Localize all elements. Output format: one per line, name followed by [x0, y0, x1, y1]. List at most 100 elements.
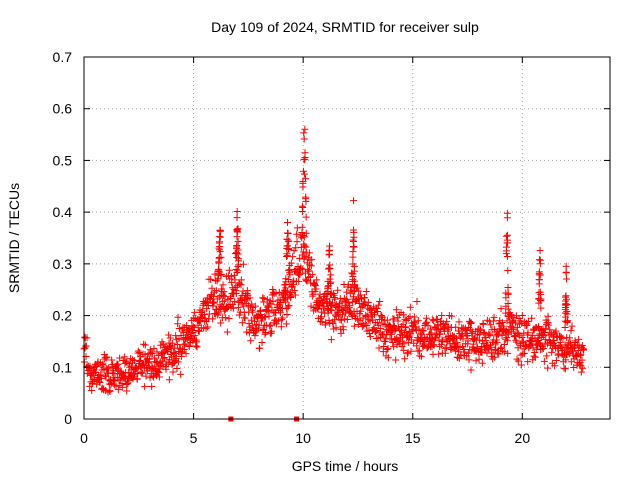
- data-point: [374, 308, 382, 316]
- data-point: [170, 358, 178, 366]
- data-point: [214, 311, 222, 319]
- data-point: [300, 135, 308, 143]
- data-point: [546, 326, 554, 334]
- data-point: [169, 368, 177, 376]
- data-point: [561, 365, 569, 373]
- x-tick-label: 15: [405, 430, 421, 446]
- data-point: [268, 327, 276, 335]
- y-tick-label: 0.5: [53, 152, 73, 168]
- data-point: [212, 287, 220, 295]
- data-point: [148, 350, 156, 358]
- data-point: [453, 339, 461, 347]
- data-point: [528, 314, 536, 322]
- data-point: [517, 361, 525, 369]
- y-tick-label: 0.6: [53, 101, 73, 117]
- data-point: [307, 262, 315, 270]
- data-point: [114, 386, 122, 394]
- data-point: [124, 379, 132, 387]
- x-tick-label: 20: [515, 430, 531, 446]
- data-point: [299, 167, 307, 175]
- data-point: [141, 351, 149, 359]
- data-point: [302, 197, 310, 205]
- data-point: [288, 282, 296, 290]
- data-point: [320, 290, 328, 298]
- data-point: [325, 298, 333, 306]
- data-point: [190, 324, 198, 332]
- data-point: [575, 335, 583, 343]
- data-point: [257, 306, 265, 314]
- data-point: [448, 312, 456, 320]
- data-point: [350, 197, 358, 205]
- data-point: [498, 332, 506, 340]
- data-point: [302, 243, 310, 251]
- data-point: [406, 303, 414, 311]
- data-point: [354, 321, 362, 329]
- chart-title: Day 109 of 2024, SRMTID for receiver sul…: [211, 19, 479, 35]
- data-point: [334, 286, 342, 294]
- data-point: [436, 330, 444, 338]
- y-tick-label: 0.1: [53, 359, 73, 375]
- data-point: [479, 320, 487, 328]
- data-point: [174, 320, 182, 328]
- data-point: [429, 341, 437, 349]
- data-point: [420, 340, 428, 348]
- data-point: [195, 327, 203, 335]
- data-point: [504, 283, 512, 291]
- data-point: [227, 293, 235, 301]
- data-point: [567, 340, 575, 348]
- data-point: [487, 321, 495, 329]
- data-point: [258, 338, 266, 346]
- data-point: [200, 310, 208, 318]
- data-point: [503, 253, 511, 261]
- data-point: [145, 355, 153, 363]
- data-point: [490, 313, 498, 321]
- data-point: [267, 321, 275, 329]
- data-point: [497, 305, 505, 313]
- data-point: [174, 358, 182, 366]
- data-point: [563, 319, 571, 327]
- data-point: [437, 341, 445, 349]
- data-point: [155, 373, 163, 381]
- data-point: [169, 348, 177, 356]
- data-point: [551, 362, 559, 370]
- data-point: [573, 341, 581, 349]
- data-point: [435, 350, 443, 358]
- data-point: [464, 349, 472, 357]
- data-point: [332, 324, 340, 332]
- data-point: [455, 318, 463, 326]
- data-point: [289, 253, 297, 261]
- data-point: [518, 311, 526, 319]
- data-point: [300, 233, 308, 241]
- data-point: [552, 356, 560, 364]
- data-point: [461, 348, 469, 356]
- data-point: [180, 346, 188, 354]
- data-point: [209, 315, 217, 323]
- data-point: [502, 309, 510, 317]
- data-point: [266, 297, 274, 305]
- data-point: [465, 356, 473, 364]
- data-point: [500, 341, 508, 349]
- data-point: [327, 336, 335, 344]
- data-point: [241, 314, 249, 322]
- data-point: [327, 290, 335, 298]
- data-point: [349, 253, 357, 261]
- data-point: [531, 353, 539, 361]
- data-point: [464, 337, 472, 345]
- data-point: [286, 261, 294, 269]
- data-point: [232, 289, 240, 297]
- data-point: [106, 387, 114, 395]
- data-point: [452, 323, 460, 331]
- data-point: [311, 281, 319, 289]
- data-point: [233, 269, 241, 277]
- data-point: [334, 312, 342, 320]
- data-point: [339, 326, 347, 334]
- data-point: [390, 343, 398, 351]
- data-point: [373, 304, 381, 312]
- data-point: [227, 272, 235, 280]
- data-point: [536, 246, 544, 254]
- data-point: [86, 362, 94, 370]
- data-point: [216, 232, 224, 240]
- data-point: [350, 267, 358, 275]
- data-point: [511, 319, 519, 327]
- data-point: [554, 351, 562, 359]
